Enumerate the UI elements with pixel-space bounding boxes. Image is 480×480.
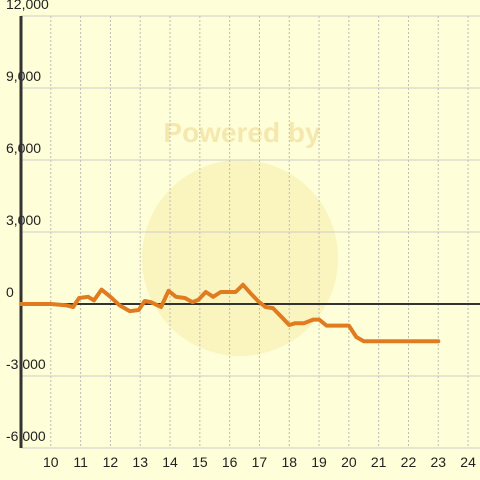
x-tick-label: 22 [401, 454, 417, 470]
x-tick-label: 13 [132, 454, 148, 470]
x-tick-label: 11 [73, 454, 88, 470]
y-tick-label: 9,000 [6, 68, 41, 84]
y-tick-label: 12,000 [6, 0, 49, 12]
x-tick-label: 21 [371, 454, 387, 470]
y-tick-label: -6,000 [6, 428, 46, 444]
watermark: Powered by [163, 117, 321, 148]
x-tick-label: 23 [430, 454, 446, 470]
y-tick-label: 6,000 [6, 140, 41, 156]
x-tick-label: 24 [460, 454, 476, 470]
x-tick-label: 10 [43, 454, 59, 470]
x-tick-label: 15 [192, 454, 208, 470]
y-tick-label: 0 [6, 284, 14, 300]
x-tick-label: 12 [103, 454, 119, 470]
x-tick-label: 19 [311, 454, 327, 470]
watermark-logo [142, 160, 338, 356]
x-tick-label: 16 [222, 454, 238, 470]
x-tick-label: 18 [281, 454, 297, 470]
x-tick-label: 17 [252, 454, 268, 470]
x-tick-label: 14 [162, 454, 178, 470]
y-tick-label: -3,000 [6, 356, 46, 372]
data-line [19, 282, 441, 344]
x-tick-label: 20 [341, 454, 357, 470]
y-tick-label: 3,000 [6, 212, 41, 228]
